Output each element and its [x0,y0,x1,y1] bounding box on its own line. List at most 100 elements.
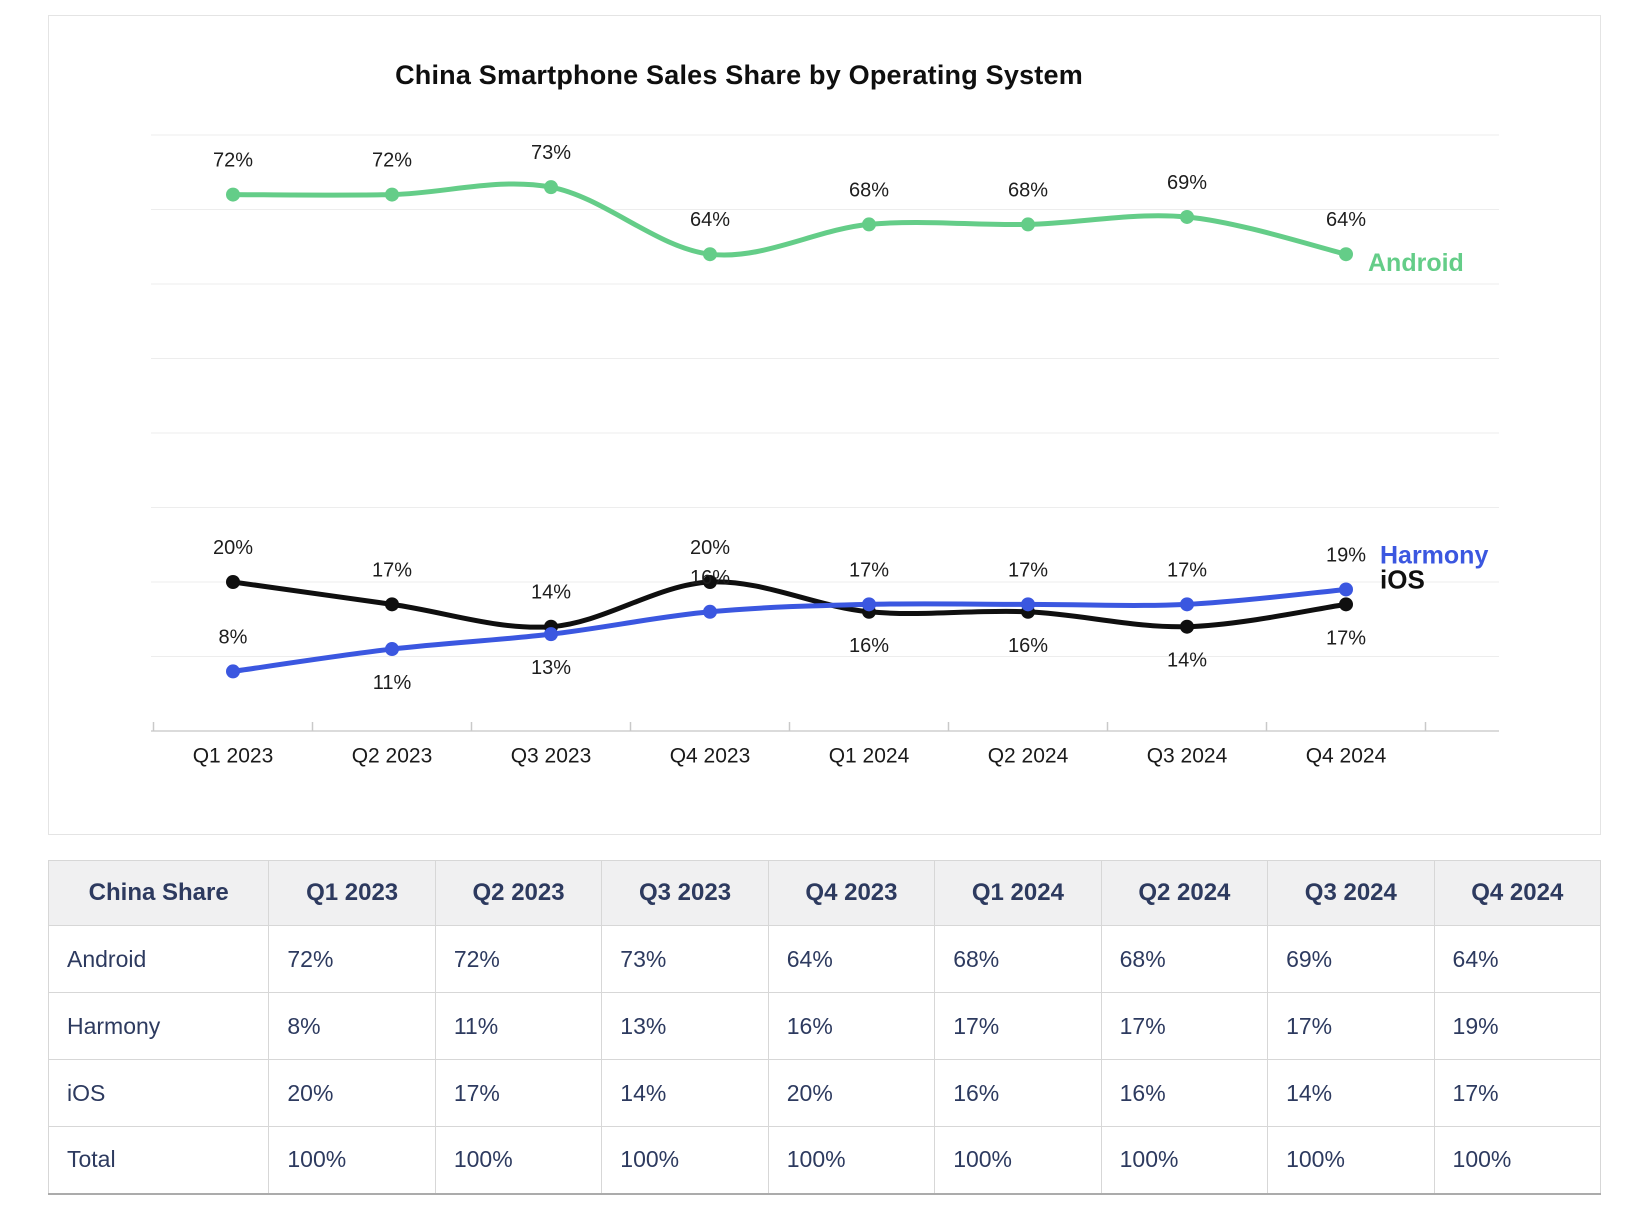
table-cell: 68% [1100,925,1269,993]
x-tick-label: Q1 2023 [193,745,274,768]
table-cell: 19% [1433,992,1602,1060]
table-row: Harmony 8% 11% 13% 16% 17% 17% 17% 19% [47,992,1602,1060]
table-row: Total 100% 100% 100% 100% 100% 100% 100% 100% [47,1126,1602,1194]
table-header: China Share Q1 2023 Q2 2023 Q3 2023 Q4 2023 Q… [47,860,1602,926]
data-label-harmony: 8% [219,626,248,648]
chart-title: China Smartphone Sales Share by Operatin… [395,60,1083,90]
table-cell: 14% [1267,1059,1435,1127]
table-cell: 8% [268,992,436,1060]
data-label-ios: 14% [531,582,571,604]
data-label-android: 72% [372,150,412,172]
series-line-android [230,181,1349,258]
data-point-harmony [703,604,717,619]
data-label-harmony: 19% [1326,544,1366,566]
data-label-android: 69% [1167,172,1207,194]
x-tick-label: Q2 2023 [352,745,433,768]
table-cell: 17% [1433,1059,1602,1127]
table-cell: 16% [934,1059,1102,1127]
data-point-android [1339,247,1353,262]
table-cell: 69% [1267,925,1435,993]
column-header-label: China Share [47,860,270,926]
x-tick-label: Q2 2024 [988,745,1069,768]
data-label-harmony: 11% [373,672,412,694]
chart-card: China Smartphone Sales Share by Operatin… [48,15,1601,835]
series-label-android: Android [1368,249,1464,277]
series-line-ios [230,579,1349,630]
x-tick-label: Q1 2024 [829,745,910,768]
table-cell: 64% [1433,925,1602,993]
data-point-android [703,247,717,262]
table-row: iOS 20% 17% 14% 20% 16% 16% 14% 17% [47,1059,1602,1127]
row-label: iOS [47,1059,270,1127]
data-point-android [544,180,558,195]
data-label-harmony: 16% [690,567,730,589]
data-point-ios [703,575,717,589]
data-point-android [862,217,876,232]
table-cell: 17% [1100,992,1269,1060]
table-cell: 100% [1100,1126,1269,1194]
table-cell: 100% [268,1126,436,1194]
table-cell: 17% [434,1059,603,1127]
data-label-android: 64% [690,209,730,231]
table-cell: 16% [767,992,936,1060]
data-point-android [226,187,240,202]
data-label-ios: 20% [213,537,253,559]
data-label-harmony: 17% [1167,559,1207,581]
series-label-harmony: Harmony [1380,541,1488,569]
data-label-android: 68% [849,179,889,201]
data-point-ios [385,597,399,612]
data-point-harmony [1021,597,1035,612]
table-cell: 64% [767,925,936,993]
table-cell: 20% [767,1059,936,1127]
data-label-harmony: 17% [1008,559,1048,581]
data-point-android [1180,209,1194,224]
column-header: Q4 2023 [767,860,936,926]
column-header: Q3 2023 [601,860,769,926]
table-cell: 16% [1100,1059,1269,1127]
table-cell: 17% [934,992,1102,1060]
table-cell: 14% [601,1059,769,1127]
table-cell: 100% [934,1126,1102,1194]
column-header: Q3 2024 [1267,860,1435,926]
data-point-ios [1339,597,1353,612]
table-body: Android 72% 72% 73% 64% 68% 68% 69% 64% Harmony 8%… [47,925,1602,1194]
x-tick-label: Q4 2023 [670,745,751,768]
table-cell: 100% [1433,1126,1602,1194]
x-tick-label: Q3 2024 [1147,745,1228,768]
data-point-harmony [544,627,558,642]
data-label-harmony: 17% [849,559,889,581]
table-cell: 73% [601,925,769,993]
table-cell: 17% [1267,992,1435,1060]
table-row: Android 72% 72% 73% 64% 68% 68% 69% 64% [47,925,1602,993]
data-point-harmony [1339,582,1353,597]
data-point-android [1021,217,1035,232]
series-label-ios: iOS [1380,564,1425,594]
data-point-harmony [226,664,240,679]
column-header: Q2 2023 [434,860,603,926]
data-label-ios: 14% [1167,650,1207,672]
data-label-android: 68% [1008,179,1048,201]
row-label: Total [47,1126,270,1194]
data-point-harmony [1180,597,1194,612]
column-header: Q1 2024 [934,860,1102,926]
x-tick-label: Q4 2024 [1306,745,1387,768]
chart-svg: Q1 2023 Q2 2023 Q3 2023 Q4 2023 Q1 2024 Q2 20… [151,134,1499,768]
table-cell: 100% [434,1126,603,1194]
data-label-ios: 16% [849,635,889,657]
column-header: Q4 2024 [1433,860,1602,926]
table-cell: 11% [434,992,603,1060]
table-cell: 72% [268,925,436,993]
data-label-harmony: 13% [531,657,571,679]
table-cell: 68% [934,925,1102,993]
data-point-harmony [385,642,399,657]
table-cell: 72% [434,925,603,993]
data-label-ios: 20% [690,537,730,559]
data-label-android: 72% [213,150,253,172]
table-cell: 20% [268,1059,436,1127]
data-label-ios: 16% [1008,635,1048,657]
data-point-android [385,187,399,202]
data-point-ios [1180,619,1194,634]
table-cell: 13% [601,992,769,1060]
data-point-harmony [862,597,876,612]
table-cell: 100% [1267,1126,1435,1194]
